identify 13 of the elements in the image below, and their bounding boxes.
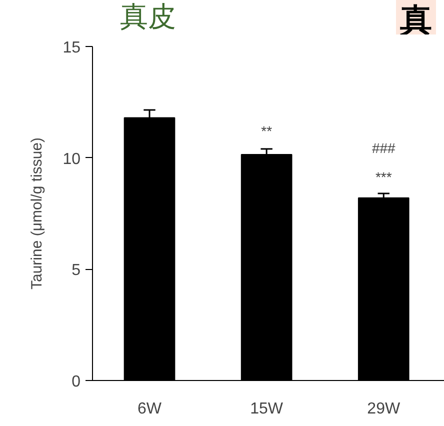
y-tick-label: 10: [62, 150, 81, 168]
annotation: ***: [375, 168, 392, 185]
chart-title: 真皮: [120, 0, 176, 34]
text: 真: [396, 0, 436, 40]
x-tick-label: 29W: [367, 400, 401, 418]
annotation: ###: [372, 140, 396, 156]
y-tick-label: 5: [72, 262, 81, 280]
x-tick-label: 15W: [250, 400, 284, 418]
annotation: **: [261, 123, 273, 140]
y-axis-title: Taurine (μmol/g tissue): [28, 137, 46, 290]
x-tick-label: 6W: [138, 400, 162, 418]
y-tick-label: 0: [72, 374, 81, 390]
y-tick-label: 15: [62, 40, 81, 56]
